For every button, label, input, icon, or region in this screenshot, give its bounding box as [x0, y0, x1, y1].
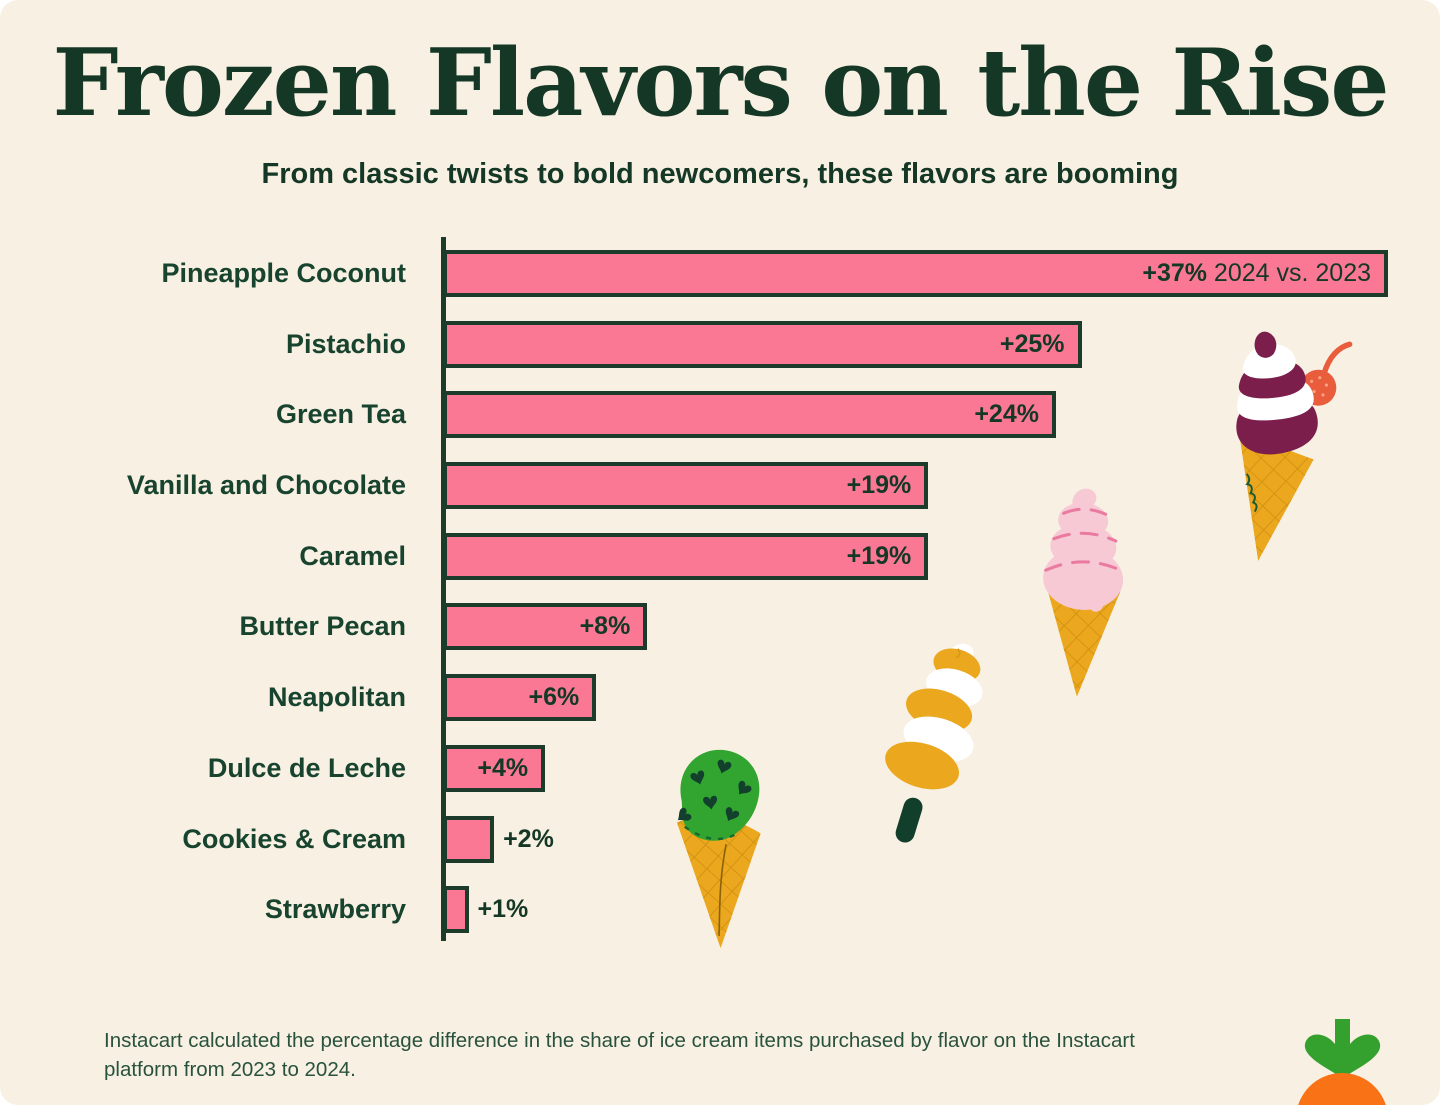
bar-value-label: +24%: [974, 400, 1039, 429]
bar-row: Neapolitan +6%: [0, 674, 1440, 722]
page-subtitle: From classic twists to bold newcomers, t…: [261, 158, 1179, 190]
chart-axis: [441, 237, 446, 941]
category-label: Cookies & Cream: [182, 823, 406, 854]
bar-value-label: +25%: [999, 329, 1065, 358]
twist-popsicle-illustration: [885, 643, 983, 843]
category-label: Strawberry: [264, 894, 406, 925]
bar-row: Vanilla and Chocolate +19%: [0, 462, 1440, 510]
bar-value-label: +2%: [503, 824, 554, 853]
bar-value-label: +19%: [846, 471, 912, 500]
bar-value-label: +19%: [846, 541, 912, 570]
bar-row: Green Tea +24%: [0, 391, 1440, 439]
category-label: Caramel: [299, 540, 406, 571]
bar: [443, 886, 469, 934]
bar-row: Cookies & Cream +2%: [0, 815, 1440, 863]
category-label: Pistachio: [285, 328, 406, 359]
bar: +8%: [443, 603, 648, 651]
bar-value-label: +4%: [477, 753, 529, 782]
bar-row: Caramel +19%: [0, 532, 1440, 580]
swirl-cone-cherry-illustration: [1236, 331, 1353, 561]
category-label: Dulce de Leche: [207, 752, 406, 783]
bar: +19%: [443, 462, 929, 510]
mint-chip-cone-illustration: [676, 749, 761, 949]
bar: +25%: [443, 320, 1082, 368]
bar-row: Pistachio +25%: [0, 320, 1440, 368]
pink-soft-serve-illustration: [1043, 488, 1126, 697]
bar-value-label: +37% 2024 vs. 2023: [1142, 259, 1371, 287]
instacart-carrot-logo: [1298, 1019, 1386, 1105]
bar: +24%: [443, 391, 1056, 439]
bar: +37% 2024 vs. 2023: [443, 250, 1388, 297]
bar-row: Dulce de Leche +4%: [0, 744, 1440, 792]
bar-row: Strawberry +1%: [0, 886, 1440, 934]
bar-rows: Pineapple Coconut +37% 2024 vs. 2023 Pista…: [0, 250, 1440, 934]
comparison-annotation: 2024 vs. 2023: [1206, 259, 1371, 287]
category-label: Vanilla and Chocolate: [126, 470, 406, 501]
source-note: Instacart calculated the percentage diff…: [104, 1029, 1135, 1082]
bar: [443, 815, 495, 863]
bar: +19%: [443, 532, 929, 580]
bar-value-label: +1%: [477, 895, 529, 924]
bar-row: Pineapple Coconut +37% 2024 vs. 2023: [0, 250, 1440, 297]
bar-chart: Pineapple Coconut +37% 2024 vs. 2023 Pista…: [0, 237, 1440, 957]
bar-row: Butter Pecan +8%: [0, 603, 1440, 651]
bar-value-label: +6%: [528, 683, 580, 712]
category-label: Neapolitan: [267, 682, 406, 713]
bar: +4%: [443, 744, 546, 792]
category-label: Butter Pecan: [239, 611, 406, 642]
bar: +6%: [443, 674, 597, 722]
category-label: Pineapple Coconut: [161, 258, 406, 288]
category-label: Green Tea: [275, 399, 406, 430]
bar-value-label: +8%: [579, 612, 631, 641]
page-title: Frozen Flavors on the Rise: [52, 28, 1389, 137]
